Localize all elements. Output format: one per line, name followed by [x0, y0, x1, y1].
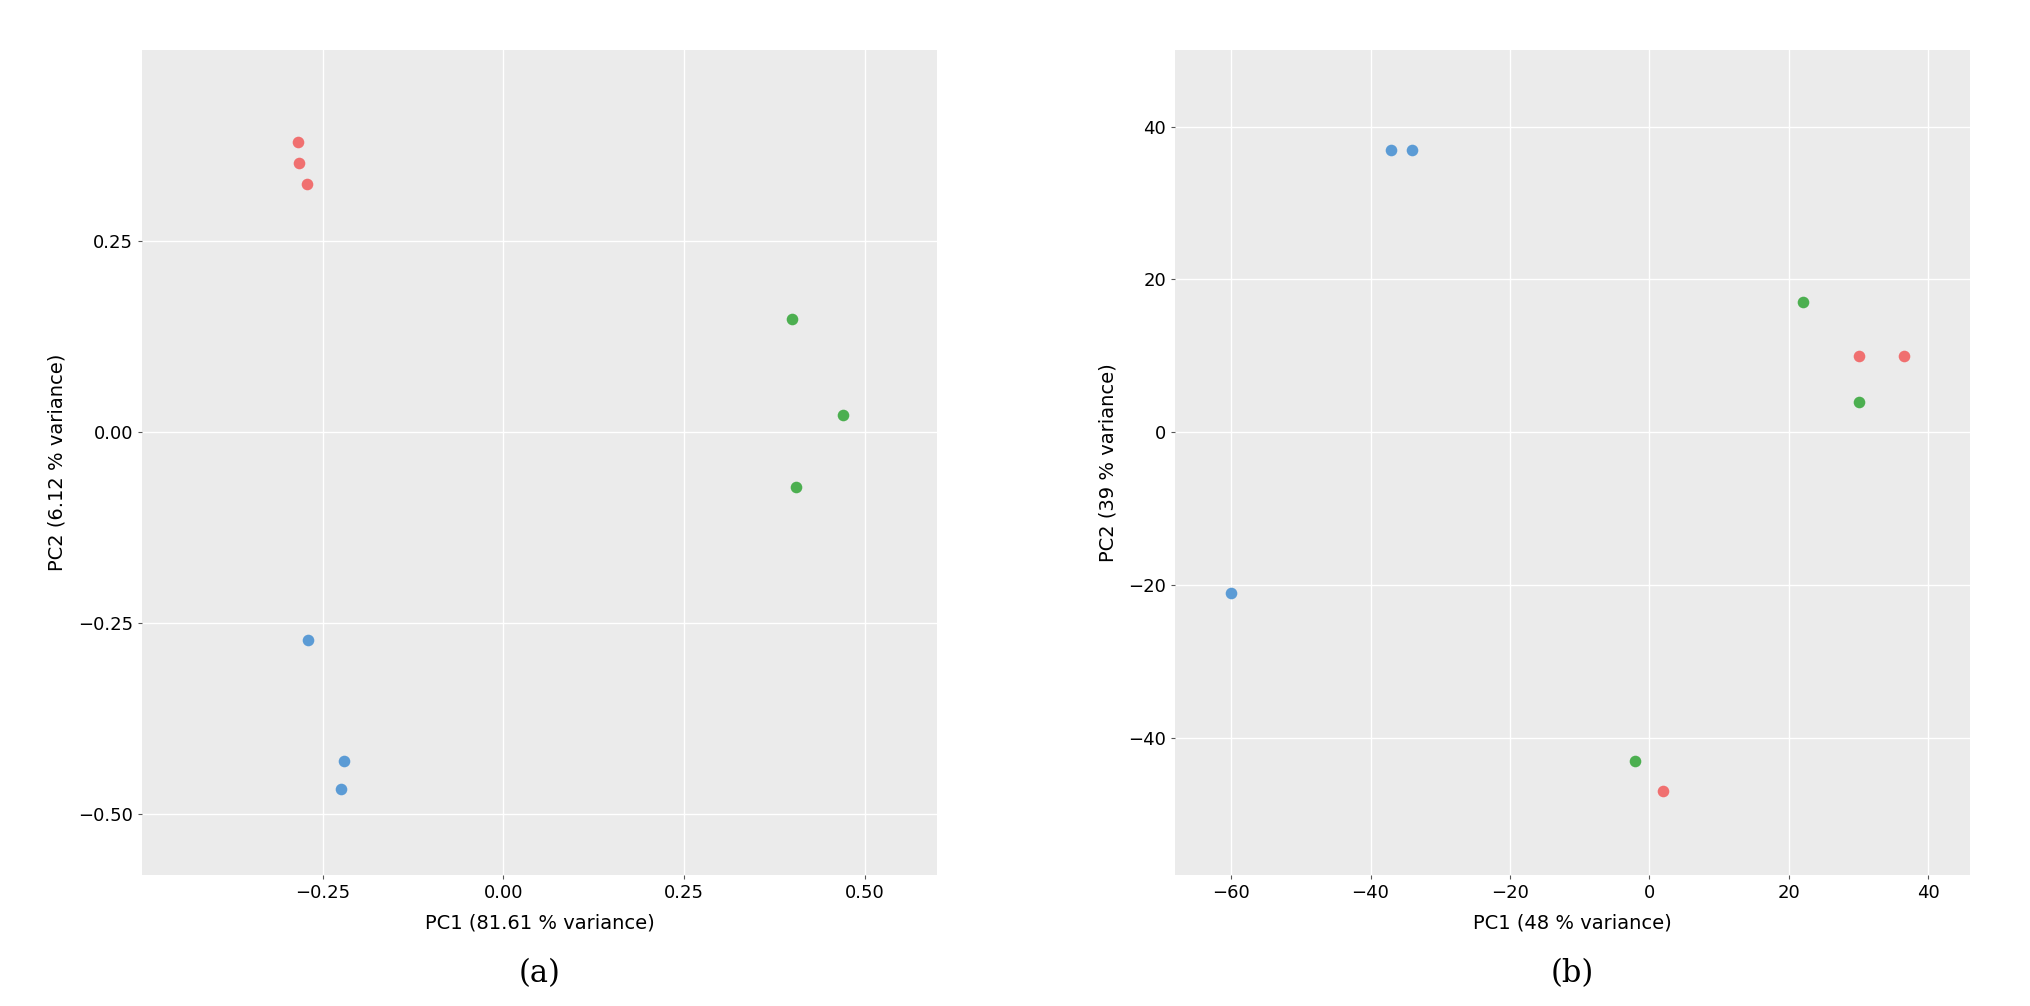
Y-axis label: PC2 (6.12 % variance): PC2 (6.12 % variance) — [49, 354, 67, 571]
Point — [280, 134, 313, 150]
Text: (a): (a) — [518, 958, 560, 989]
Point — [1886, 348, 1918, 364]
X-axis label: PC1 (81.61 % variance): PC1 (81.61 % variance) — [424, 913, 654, 933]
Point — [826, 407, 859, 424]
Point — [780, 479, 812, 495]
Point — [292, 632, 325, 648]
X-axis label: PC1 (48 % variance): PC1 (48 % variance) — [1472, 913, 1671, 933]
Point — [1841, 393, 1874, 409]
Point — [1786, 295, 1819, 311]
Point — [282, 155, 315, 171]
Point — [329, 752, 361, 769]
Text: (b): (b) — [1551, 958, 1594, 989]
Point — [1214, 584, 1246, 601]
Point — [775, 311, 808, 327]
Point — [325, 781, 357, 797]
Point — [1395, 142, 1427, 158]
Y-axis label: PC2 (39 % variance): PC2 (39 % variance) — [1098, 363, 1116, 562]
Point — [1646, 783, 1679, 799]
Point — [1618, 752, 1650, 769]
Point — [290, 176, 323, 192]
Point — [1841, 348, 1874, 364]
Point — [1374, 142, 1407, 158]
